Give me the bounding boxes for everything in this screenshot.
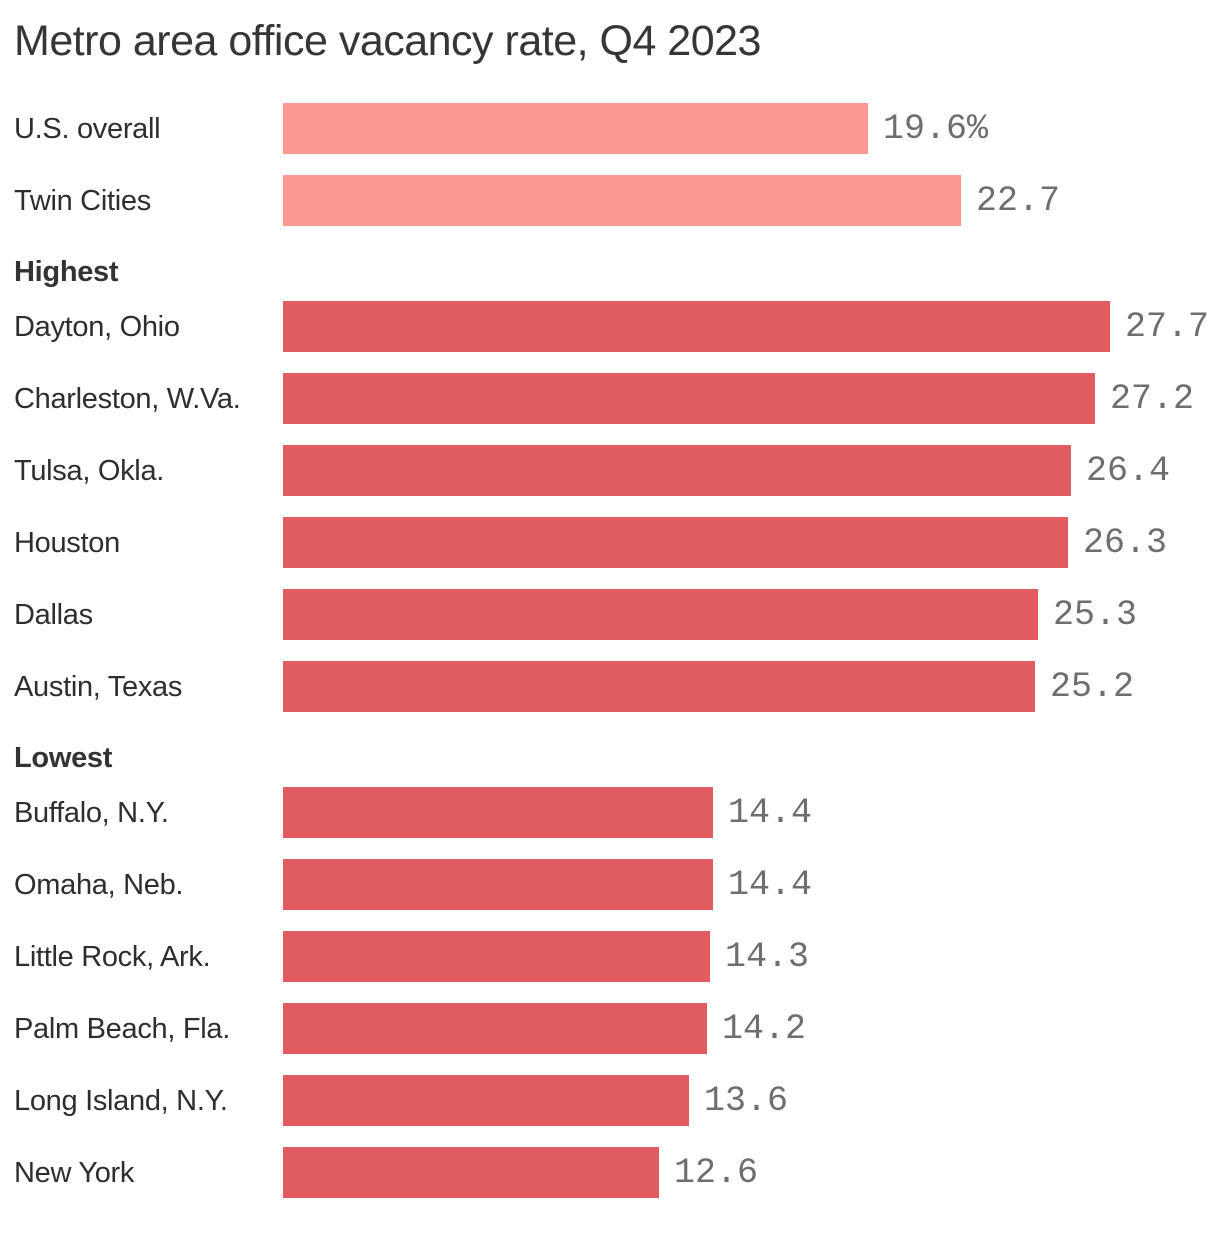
row-label: Tulsa, Okla. — [14, 454, 165, 487]
value-label: 19.6% — [883, 108, 989, 149]
value-label: 14.3 — [725, 936, 810, 977]
value-label: 27.2 — [1110, 378, 1195, 419]
bar — [283, 1003, 707, 1054]
bar-row: Austin, Texas 25.2 — [0, 661, 1220, 712]
row-label: Little Rock, Ark. — [14, 940, 211, 973]
bar — [283, 517, 1068, 568]
bar — [283, 859, 713, 910]
bar-row: Buffalo, N.Y. 14.4 — [0, 787, 1220, 838]
bar-row: U.S. overall 19.6% — [0, 103, 1220, 154]
chart-title: Metro area office vacancy rate, Q4 2023 — [14, 17, 761, 65]
value-label: 26.4 — [1086, 450, 1171, 491]
bar — [283, 301, 1110, 352]
value-label: 25.2 — [1050, 666, 1135, 707]
bar-row: Twin Cities 22.7 — [0, 175, 1220, 226]
bar-row: Omaha, Neb. 14.4 — [0, 859, 1220, 910]
row-label: Palm Beach, Fla. — [14, 1012, 231, 1045]
bar — [283, 589, 1038, 640]
row-label: Twin Cities — [14, 184, 151, 217]
value-label: 14.2 — [722, 1008, 807, 1049]
row-label: Dallas — [14, 598, 93, 631]
row-label: Omaha, Neb. — [14, 868, 184, 901]
bar — [283, 1075, 689, 1126]
value-label: 14.4 — [728, 864, 813, 905]
bar-row: Long Island, N.Y. 13.6 — [0, 1075, 1220, 1126]
bar — [283, 787, 713, 838]
row-label: Dayton, Ohio — [14, 310, 180, 343]
bar-row: Dallas 25.3 — [0, 589, 1220, 640]
section-header-highest: Highest — [14, 256, 119, 288]
bar-row: New York 12.6 — [0, 1147, 1220, 1198]
bar-row: Tulsa, Okla. 26.4 — [0, 445, 1220, 496]
row-label: Long Island, N.Y. — [14, 1084, 228, 1117]
bar — [283, 103, 868, 154]
value-label: 26.3 — [1083, 522, 1168, 563]
bar — [283, 175, 961, 226]
row-label: Charleston, W.Va. — [14, 382, 241, 415]
value-label: 13.6 — [704, 1080, 789, 1121]
section-header-lowest: Lowest — [14, 742, 113, 774]
row-label: Buffalo, N.Y. — [14, 796, 169, 829]
bar — [283, 661, 1035, 712]
value-label: 12.6 — [674, 1152, 759, 1193]
row-label: Houston — [14, 526, 120, 559]
bar-row: Houston 26.3 — [0, 517, 1220, 568]
bar-row: Little Rock, Ark. 14.3 — [0, 931, 1220, 982]
bar — [283, 1147, 659, 1198]
bar-row: Dayton, Ohio 27.7 — [0, 301, 1220, 352]
row-label: New York — [14, 1156, 135, 1189]
bar-row: Palm Beach, Fla. 14.2 — [0, 1003, 1220, 1054]
value-label: 27.7 — [1125, 306, 1210, 347]
bar — [283, 445, 1071, 496]
value-label: 25.3 — [1053, 594, 1138, 635]
value-label: 14.4 — [728, 792, 813, 833]
bar-row: Charleston, W.Va. 27.2 — [0, 373, 1220, 424]
bar — [283, 931, 710, 982]
row-label: U.S. overall — [14, 112, 161, 145]
row-label: Austin, Texas — [14, 670, 183, 703]
bar — [283, 373, 1095, 424]
value-label: 22.7 — [976, 180, 1061, 221]
bar-chart: U.S. overall 19.6% Twin Cities 22.7 Highest D… — [0, 103, 1220, 1198]
